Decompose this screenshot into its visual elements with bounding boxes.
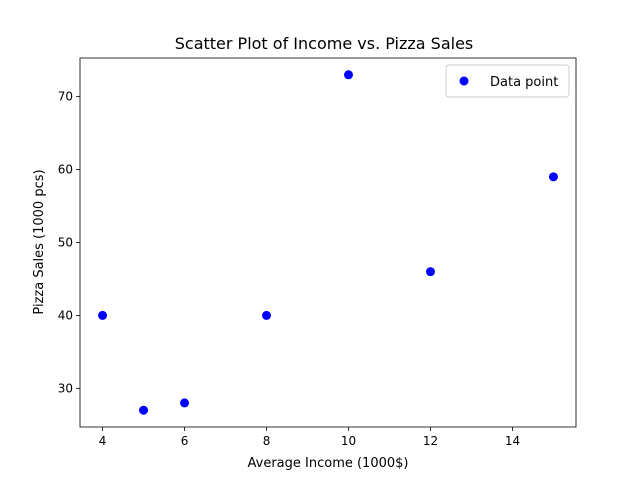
data-point bbox=[98, 310, 108, 320]
y-tick-label: 60 bbox=[58, 163, 73, 177]
x-tick-label: 12 bbox=[423, 434, 438, 448]
legend-box bbox=[445, 64, 570, 98]
x-axis-label: Average Income (1000$) bbox=[248, 456, 409, 471]
plot-area: 4 6 8 10 12 14 30 40 50 60 70 Data point bbox=[58, 57, 577, 448]
y-tick-label: 40 bbox=[58, 308, 73, 322]
y-tick-label: 50 bbox=[58, 236, 73, 250]
x-tick-label: 8 bbox=[263, 434, 271, 448]
data-point bbox=[262, 310, 272, 320]
x-tick-label: 4 bbox=[99, 434, 107, 448]
y-tick-label: 30 bbox=[58, 381, 73, 395]
x-tick-label: 10 bbox=[341, 434, 356, 448]
x-tick-label: 14 bbox=[505, 434, 520, 448]
y-tick-label: 70 bbox=[58, 90, 73, 104]
data-point bbox=[343, 70, 353, 80]
data-point bbox=[548, 172, 558, 182]
axes-frame bbox=[79, 57, 577, 428]
data-point bbox=[139, 405, 149, 415]
legend-label: Data point bbox=[490, 75, 558, 90]
y-axis-label: Pizza Sales (1000 pcs) bbox=[32, 169, 47, 314]
chart-title: Scatter Plot of Income vs. Pizza Sales bbox=[175, 34, 474, 53]
legend-marker bbox=[459, 76, 469, 86]
data-point bbox=[425, 267, 435, 277]
x-tick-label: 6 bbox=[181, 434, 189, 448]
data-point bbox=[180, 398, 190, 408]
